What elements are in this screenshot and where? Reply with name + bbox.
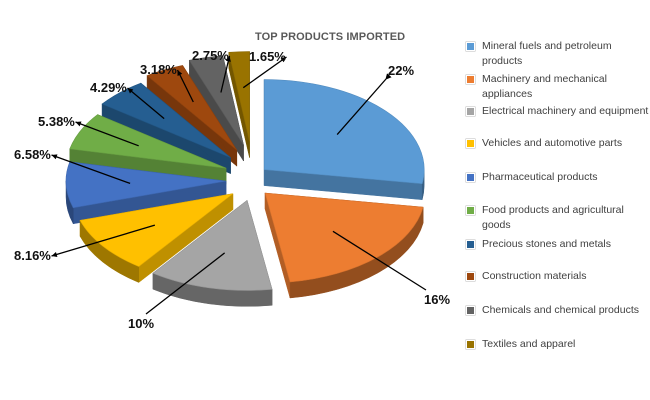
legend-item: Machinery and mechanical appliances xyxy=(466,72,650,101)
legend-item: Vehicles and automotive parts xyxy=(466,136,650,151)
legend-swatch xyxy=(466,75,475,84)
data-label: 5.38% xyxy=(38,114,75,129)
legend-label: Mineral fuels and petroleum products xyxy=(482,40,612,67)
leader-arrowhead xyxy=(51,154,58,160)
data-label: 8.16% xyxy=(14,248,51,263)
legend-item: Pharmaceutical products xyxy=(466,170,650,185)
pie-slice xyxy=(79,193,234,283)
legend-swatch xyxy=(466,272,475,281)
legend-swatch xyxy=(466,173,475,182)
legend-item: Textiles and apparel xyxy=(466,337,650,352)
leader-line xyxy=(242,56,287,89)
leader-arrowhead xyxy=(280,57,287,63)
leader-line xyxy=(332,230,427,291)
legend-item: Precious stones and metals xyxy=(466,237,650,252)
pie-slice xyxy=(65,161,227,225)
leader-line xyxy=(51,154,131,185)
leader-line xyxy=(145,252,226,315)
data-label: 10% xyxy=(128,316,154,331)
leader-line xyxy=(220,55,231,93)
leader-line xyxy=(176,69,194,103)
legend-item: Mineral fuels and petroleum products xyxy=(466,39,650,68)
leader-line xyxy=(51,224,156,257)
chart-title: TOP PRODUCTS IMPORTED xyxy=(255,31,406,43)
legend-item: Construction materials xyxy=(466,269,650,284)
data-label: 22% xyxy=(388,63,414,78)
data-label: 3.18% xyxy=(140,62,177,77)
legend-label: Food products and agricultural goods xyxy=(482,204,624,231)
legend-swatch xyxy=(466,240,475,249)
legend-label: Vehicles and automotive parts xyxy=(482,137,623,149)
data-label: 6.58% xyxy=(14,147,51,162)
legend-item: Chemicals and chemical products xyxy=(466,303,650,318)
legend-swatch xyxy=(466,139,475,148)
pie-slice xyxy=(188,55,244,162)
legend-item: Food products and agricultural goods xyxy=(466,203,650,232)
data-label: 2.75% xyxy=(192,48,229,63)
legend-label: Pharmaceutical products xyxy=(482,171,598,183)
legend-label: Chemicals and chemical products xyxy=(482,304,639,316)
legend-label: Electrical machinery and equipment xyxy=(482,105,649,117)
data-label: 1.65% xyxy=(249,49,286,64)
pie-slice xyxy=(146,64,238,167)
legend-label: Precious stones and metals xyxy=(482,238,611,250)
pie-slice xyxy=(263,79,425,200)
legend-swatch xyxy=(466,107,475,116)
pie-slice xyxy=(101,82,231,175)
leader-line xyxy=(336,73,392,135)
leader-line xyxy=(127,87,165,120)
data-label: 4.29% xyxy=(90,80,127,95)
data-label: 16% xyxy=(424,292,450,307)
legend-swatch xyxy=(466,340,475,349)
legend-label: Construction materials xyxy=(482,270,587,282)
pie-slice xyxy=(69,114,227,185)
leader-arrowhead xyxy=(75,121,82,127)
legend-swatch xyxy=(466,306,475,315)
pie-slice xyxy=(228,51,250,158)
leader-arrowhead xyxy=(127,88,134,94)
pie-slice xyxy=(152,199,273,307)
leader-arrowhead xyxy=(225,56,231,62)
legend-label: Machinery and mechanical appliances xyxy=(482,73,607,100)
leader-arrowhead xyxy=(51,251,58,257)
legend-swatch xyxy=(466,206,475,215)
leader-arrowhead xyxy=(177,70,183,76)
legend-swatch xyxy=(466,42,475,51)
leader-line xyxy=(75,121,139,147)
legend-label: Textiles and apparel xyxy=(482,338,576,350)
legend-item: Electrical machinery and equipment xyxy=(466,104,650,119)
pie-slice xyxy=(264,192,424,299)
